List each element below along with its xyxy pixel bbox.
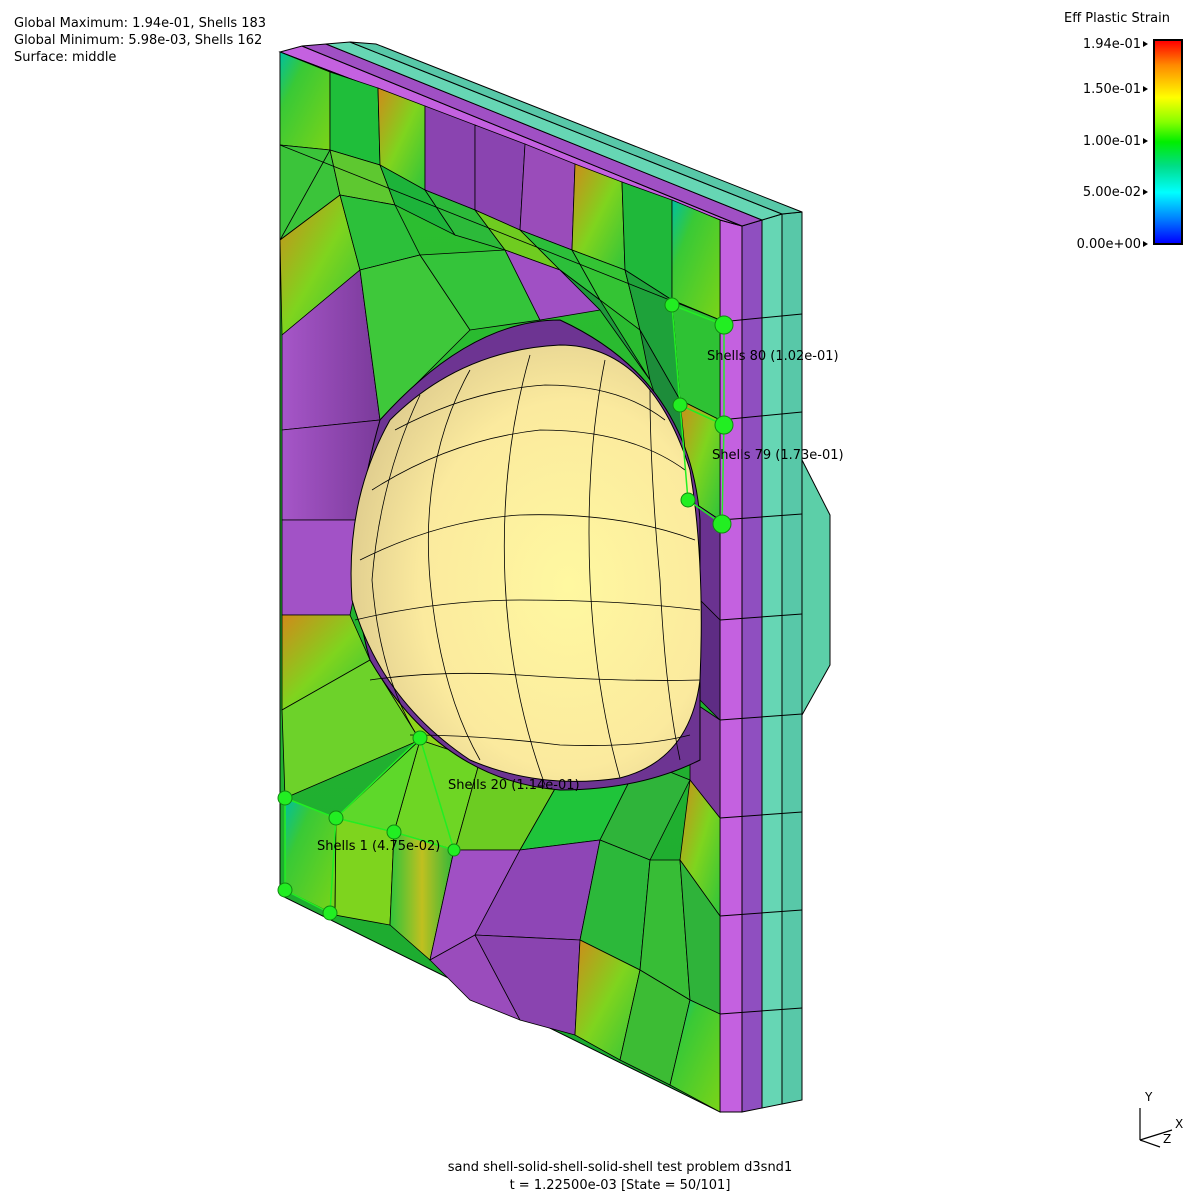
legend-tick-mark xyxy=(1143,138,1148,144)
legend-tick-mark xyxy=(1143,189,1148,195)
legend-tick-label: 5.00e-02 xyxy=(1082,185,1141,200)
surface-text: Surface: middle xyxy=(14,50,117,65)
axis-triad xyxy=(1139,1108,1173,1148)
legend-tick-mark xyxy=(1143,241,1148,247)
legend-tick-label: 1.00e-01 xyxy=(1082,134,1141,149)
shell-annotation: Shells 20 (1.14e-01) xyxy=(448,778,580,793)
caption: sand shell-solid-shell-solid-shell test … xyxy=(0,1159,1200,1195)
legend-tick-label: 0.00e+00 xyxy=(1076,237,1141,252)
global-maximum-text: Global Maximum: 1.94e-01, Shells 183 xyxy=(14,16,267,31)
global-minimum-text: Global Minimum: 5.98e-03, Shells 162 xyxy=(14,33,263,48)
projectile-mesh xyxy=(354,354,701,786)
plate-mesh-lines xyxy=(279,144,721,321)
axis-label-z: Z xyxy=(1163,1132,1172,1146)
caption-title: sand shell-solid-shell-solid-shell test … xyxy=(447,1160,793,1175)
plate-top-layers xyxy=(278,41,803,227)
info-panel: Global Maximum: 1.94e-01, Shells 183 Glo… xyxy=(14,15,266,66)
axis-label-y: Y xyxy=(1145,1090,1153,1104)
shell-annotation: Shells 79 (1.73e-01) xyxy=(712,448,844,463)
projectile-sphere xyxy=(350,344,702,782)
legend-title: Eff Plastic Strain xyxy=(1064,11,1170,26)
shell-annotation: Shells 1 (4.75e-02) xyxy=(317,839,441,854)
legend-tick-label: 1.94e-01 xyxy=(1082,37,1141,52)
shell-annotation: Shells 80 (1.02e-01) xyxy=(707,349,839,364)
legend-tick-mark xyxy=(1143,86,1148,92)
caption-state: t = 1.22500e-03 [State = 50/101] xyxy=(509,1178,731,1193)
legend-tick-label: 1.50e-01 xyxy=(1082,82,1141,97)
legend-tick-mark xyxy=(1143,41,1148,47)
color-bar xyxy=(1153,39,1183,245)
plate-side-layers xyxy=(719,211,803,1113)
picked-node-markers xyxy=(277,297,734,921)
back-bulge xyxy=(801,459,831,717)
axis-label-x: X xyxy=(1175,1117,1184,1131)
